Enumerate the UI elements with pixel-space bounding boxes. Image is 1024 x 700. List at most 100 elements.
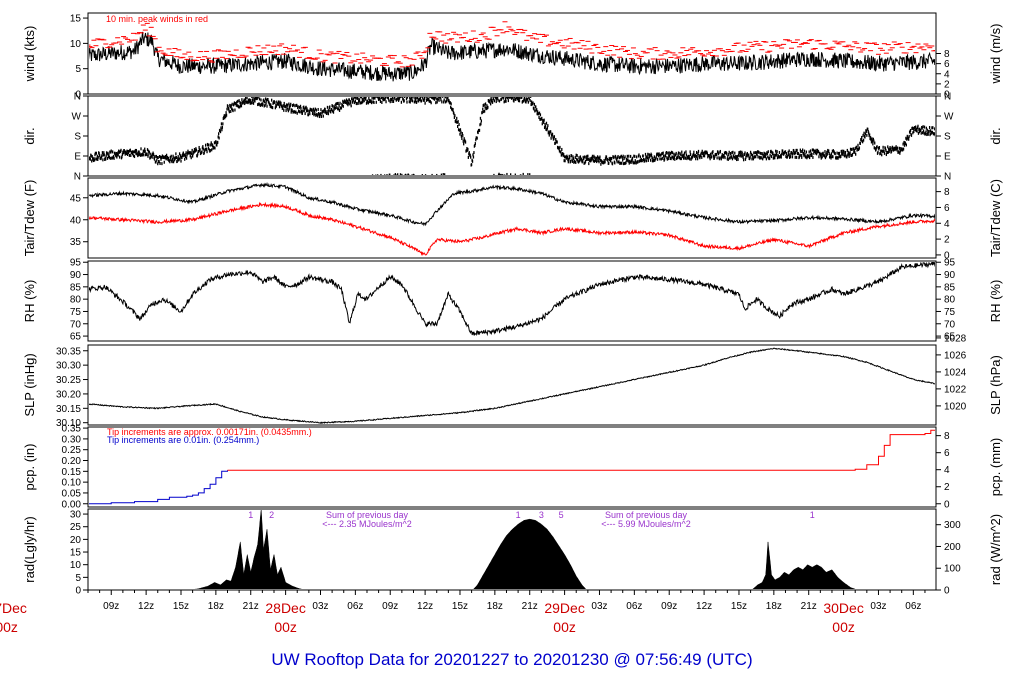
y-tick-label: 30.25 <box>56 375 81 386</box>
x-tick-label: 15z <box>173 601 189 612</box>
y-right-tick-label: 4 <box>944 69 950 80</box>
y-tick-label: S <box>74 132 81 143</box>
y-right-tick-label: 4 <box>944 219 950 230</box>
day-label-date: 27Dec <box>0 600 27 616</box>
series-line <box>89 31 935 82</box>
y-right-tick-label: 1022 <box>944 384 967 395</box>
y-tick-label: 75 <box>70 307 82 318</box>
x-tick-label: 18z <box>766 601 782 612</box>
x-tick-label: 15z <box>731 601 747 612</box>
y-right-tick-label: 200 <box>944 542 961 553</box>
y-tick-label: 15 <box>70 14 82 25</box>
y-tick-label: 45 <box>70 193 82 204</box>
y-tick-label: 85 <box>70 282 82 293</box>
series-line <box>89 201 935 256</box>
y-right-tick-label: 95 <box>944 258 956 269</box>
panel-frame <box>87 177 937 259</box>
panel-frame <box>87 426 937 508</box>
day-label-time: 00z <box>0 619 18 635</box>
daily-sum-value: <--- 5.99 MJoules/m^2 <box>601 519 691 529</box>
y-tick-label: 10 <box>70 39 82 50</box>
y-right-tick-label: 8 <box>944 49 950 60</box>
x-tick-label: 21z <box>243 601 259 612</box>
x-tick-label: 03z <box>312 601 328 612</box>
y-tick-label: 70 <box>70 319 82 330</box>
y-tick-label: 5 <box>75 573 81 584</box>
x-tick-label: 12z <box>696 601 712 612</box>
x-tick-label: 06z <box>347 601 363 612</box>
x-tick-label: 12z <box>417 601 433 612</box>
y-right-tick-label: 1024 <box>944 367 967 378</box>
y-right-tick-label: 85 <box>944 282 956 293</box>
y-right-tick-label: E <box>944 152 951 163</box>
y-tick-label: 0.05 <box>62 488 82 499</box>
y-right-tick-label: 6 <box>944 59 950 70</box>
y-right-tick-label: N <box>944 172 951 183</box>
y-tick-label: 5 <box>75 64 81 75</box>
y-tick-label: W <box>72 112 82 123</box>
x-tick-label: 12z <box>138 601 154 612</box>
y-axis-label-right: rad (W/m^2) <box>988 514 1003 585</box>
panel-annotation: Tip increments are 0.01in. (0.254mm.) <box>107 435 259 445</box>
x-tick-label: 06z <box>626 601 642 612</box>
y-tick-label: N <box>74 172 81 183</box>
panel-annotation: Tip increments are approx. 0.00171in. (0… <box>107 427 312 437</box>
plot-area <box>89 182 935 256</box>
y-tick-label: 0 <box>75 586 81 597</box>
radiation-area <box>473 518 587 589</box>
y-right-tick-label: 2 <box>944 79 950 90</box>
y-right-tick-label: 1026 <box>944 350 967 361</box>
plot-area <box>89 97 935 175</box>
y-right-tick-label: 1028 <box>944 333 967 344</box>
y-right-tick-label: W <box>944 112 954 123</box>
y-right-tick-label: 65 <box>944 332 956 343</box>
y-axis-label-right: pcp. (mm) <box>988 438 1003 497</box>
y-right-tick-label: 8 <box>944 431 950 442</box>
x-tick-label: 18z <box>487 601 503 612</box>
panel-3: 35 40 45 0 2 4 6 8 Tair/Tdew (F) Tair/Tdew (C) <box>22 177 1003 261</box>
x-tick-label: 03z <box>870 601 886 612</box>
x-tick-label: 21z <box>801 601 817 612</box>
plot-area <box>89 262 935 337</box>
y-right-tick-label: 2 <box>944 235 950 246</box>
panel-frame <box>87 344 937 426</box>
footer-title: UW Rooftop Data for 20201227 to 20201230… <box>271 650 752 669</box>
y-right-tick-label: 0 <box>944 586 950 597</box>
y-tick-label: 0.00 <box>62 499 82 510</box>
panel-5: 30.10 30.15 30.20 30.25 30.30 30.35 1020 1022 10… <box>22 333 1003 429</box>
y-tick-label: 30.15 <box>56 404 81 415</box>
y-right-tick-label: 6 <box>944 448 950 459</box>
x-tick-label: 18z <box>208 601 224 612</box>
y-tick-label: 0.25 <box>62 445 82 456</box>
y-tick-label: 30.35 <box>56 346 81 357</box>
uv-mark: 3 <box>539 510 544 520</box>
y-tick-label: 0.20 <box>62 456 82 467</box>
precip-step <box>89 470 228 505</box>
series-line <box>89 347 935 424</box>
panel-frame <box>87 508 937 591</box>
y-tick-label: 0.10 <box>62 478 82 489</box>
y-axis-label: dir. <box>22 127 37 144</box>
day-label-date: 28Dec <box>265 600 305 616</box>
y-right-tick-label: N <box>944 92 951 103</box>
y-axis-label: RH (%) <box>22 280 37 323</box>
y-right-tick-label: 6 <box>944 203 950 214</box>
y-axis-label-right: Tair/Tdew (C) <box>988 179 1003 257</box>
y-right-tick-label: 0 <box>944 90 950 101</box>
y-right-tick-label: 1020 <box>944 401 967 412</box>
plot-area <box>194 510 856 589</box>
daily-sum-label: Sum of previous day <box>605 510 688 520</box>
y-right-tick-label: 0 <box>944 250 950 261</box>
time-axis: 09z 12z 15z 18z 21z 03z 06z 09z 12z 15z 18z 21z 03z 0… <box>0 590 926 635</box>
y-right-tick-label: 70 <box>944 319 956 330</box>
y-right-tick-label: 4 <box>944 465 950 476</box>
y-tick-label: 10 <box>70 560 82 571</box>
plot-area <box>89 21 935 82</box>
y-axis-label: rad(Lgly/hr) <box>22 516 37 582</box>
y-tick-label: E <box>74 152 81 163</box>
